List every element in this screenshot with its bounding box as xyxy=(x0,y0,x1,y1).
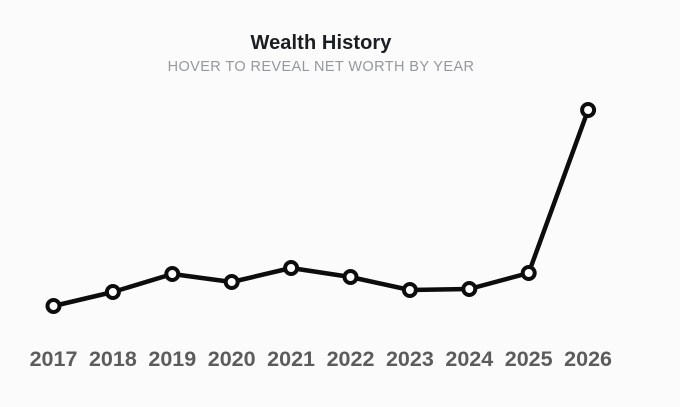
x-axis-label-2017: 2017 xyxy=(30,347,78,371)
chart-point-2019[interactable] xyxy=(164,266,181,282)
x-axis-label-2022: 2022 xyxy=(327,347,375,371)
chart-point-2022[interactable] xyxy=(342,269,359,285)
x-axis-label-2026: 2026 xyxy=(564,347,612,371)
chart-point-2020[interactable] xyxy=(223,274,240,290)
x-axis-label-2024: 2024 xyxy=(445,347,493,371)
x-axis-label-2018: 2018 xyxy=(89,347,137,371)
x-axis-label-2023: 2023 xyxy=(386,347,434,371)
chart-point-2021[interactable] xyxy=(283,260,300,276)
x-axis-label-2021: 2021 xyxy=(267,347,315,371)
chart-point-2026[interactable] xyxy=(580,102,597,118)
chart-point-2024[interactable] xyxy=(461,281,478,297)
chart-point-2025[interactable] xyxy=(520,265,537,281)
x-axis-label-2020: 2020 xyxy=(208,347,256,371)
x-axis-label-2025: 2025 xyxy=(505,347,553,371)
chart-line xyxy=(51,107,591,309)
chart-point-2018[interactable] xyxy=(104,284,121,300)
x-axis-label-2019: 2019 xyxy=(148,347,196,371)
chart-point-2017[interactable] xyxy=(45,298,62,314)
chart-point-2023[interactable] xyxy=(401,282,418,298)
